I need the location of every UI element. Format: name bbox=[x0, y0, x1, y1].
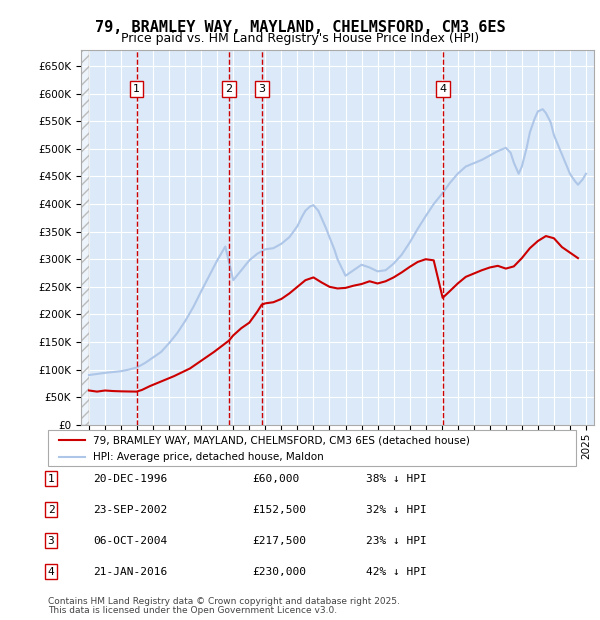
Text: Price paid vs. HM Land Registry's House Price Index (HPI): Price paid vs. HM Land Registry's House … bbox=[121, 32, 479, 45]
Text: HPI: Average price, detached house, Maldon: HPI: Average price, detached house, Mald… bbox=[93, 452, 323, 463]
Text: This data is licensed under the Open Government Licence v3.0.: This data is licensed under the Open Gov… bbox=[48, 606, 337, 615]
Text: 38% ↓ HPI: 38% ↓ HPI bbox=[366, 474, 427, 484]
Text: 2: 2 bbox=[226, 84, 233, 94]
Text: 23% ↓ HPI: 23% ↓ HPI bbox=[366, 536, 427, 546]
Text: 1: 1 bbox=[47, 474, 55, 484]
Text: 32% ↓ HPI: 32% ↓ HPI bbox=[366, 505, 427, 515]
Text: 79, BRAMLEY WAY, MAYLAND, CHELMSFORD, CM3 6ES (detached house): 79, BRAMLEY WAY, MAYLAND, CHELMSFORD, CM… bbox=[93, 435, 470, 445]
Text: Contains HM Land Registry data © Crown copyright and database right 2025.: Contains HM Land Registry data © Crown c… bbox=[48, 597, 400, 606]
Text: 21-JAN-2016: 21-JAN-2016 bbox=[93, 567, 167, 577]
Text: £230,000: £230,000 bbox=[252, 567, 306, 577]
Text: 2: 2 bbox=[47, 505, 55, 515]
FancyBboxPatch shape bbox=[48, 430, 576, 466]
Bar bbox=[81, 50, 89, 425]
Text: 06-OCT-2004: 06-OCT-2004 bbox=[93, 536, 167, 546]
Text: 20-DEC-1996: 20-DEC-1996 bbox=[93, 474, 167, 484]
Text: £60,000: £60,000 bbox=[252, 474, 299, 484]
Bar bbox=[81, 50, 89, 425]
Text: 4: 4 bbox=[47, 567, 55, 577]
Text: 4: 4 bbox=[439, 84, 446, 94]
Text: 23-SEP-2002: 23-SEP-2002 bbox=[93, 505, 167, 515]
Text: £152,500: £152,500 bbox=[252, 505, 306, 515]
Text: 42% ↓ HPI: 42% ↓ HPI bbox=[366, 567, 427, 577]
Text: 3: 3 bbox=[258, 84, 265, 94]
Text: 1: 1 bbox=[133, 84, 140, 94]
Text: £217,500: £217,500 bbox=[252, 536, 306, 546]
Text: 3: 3 bbox=[47, 536, 55, 546]
Text: 79, BRAMLEY WAY, MAYLAND, CHELMSFORD, CM3 6ES: 79, BRAMLEY WAY, MAYLAND, CHELMSFORD, CM… bbox=[95, 20, 505, 35]
